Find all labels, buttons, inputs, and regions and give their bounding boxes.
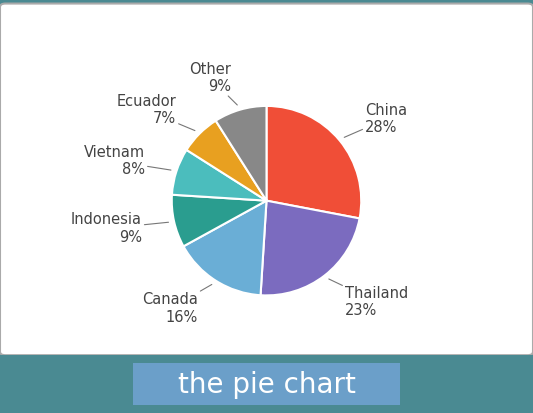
Text: Thailand
23%: Thailand 23% xyxy=(329,279,408,318)
Text: Vietnam
8%: Vietnam 8% xyxy=(84,145,171,177)
Wedge shape xyxy=(183,201,266,295)
Wedge shape xyxy=(216,106,266,201)
FancyBboxPatch shape xyxy=(0,4,533,355)
FancyBboxPatch shape xyxy=(117,361,416,407)
Text: Indonesia
9%: Indonesia 9% xyxy=(71,212,168,245)
Wedge shape xyxy=(266,106,361,218)
Text: Canada
16%: Canada 16% xyxy=(142,285,212,325)
Wedge shape xyxy=(187,121,266,201)
Text: China
28%: China 28% xyxy=(344,103,407,138)
Text: Other
9%: Other 9% xyxy=(189,62,237,105)
Wedge shape xyxy=(172,150,266,201)
Wedge shape xyxy=(172,195,266,246)
Text: the pie chart: the pie chart xyxy=(177,371,356,399)
Text: Ecuador
7%: Ecuador 7% xyxy=(116,94,195,131)
Wedge shape xyxy=(261,201,360,295)
